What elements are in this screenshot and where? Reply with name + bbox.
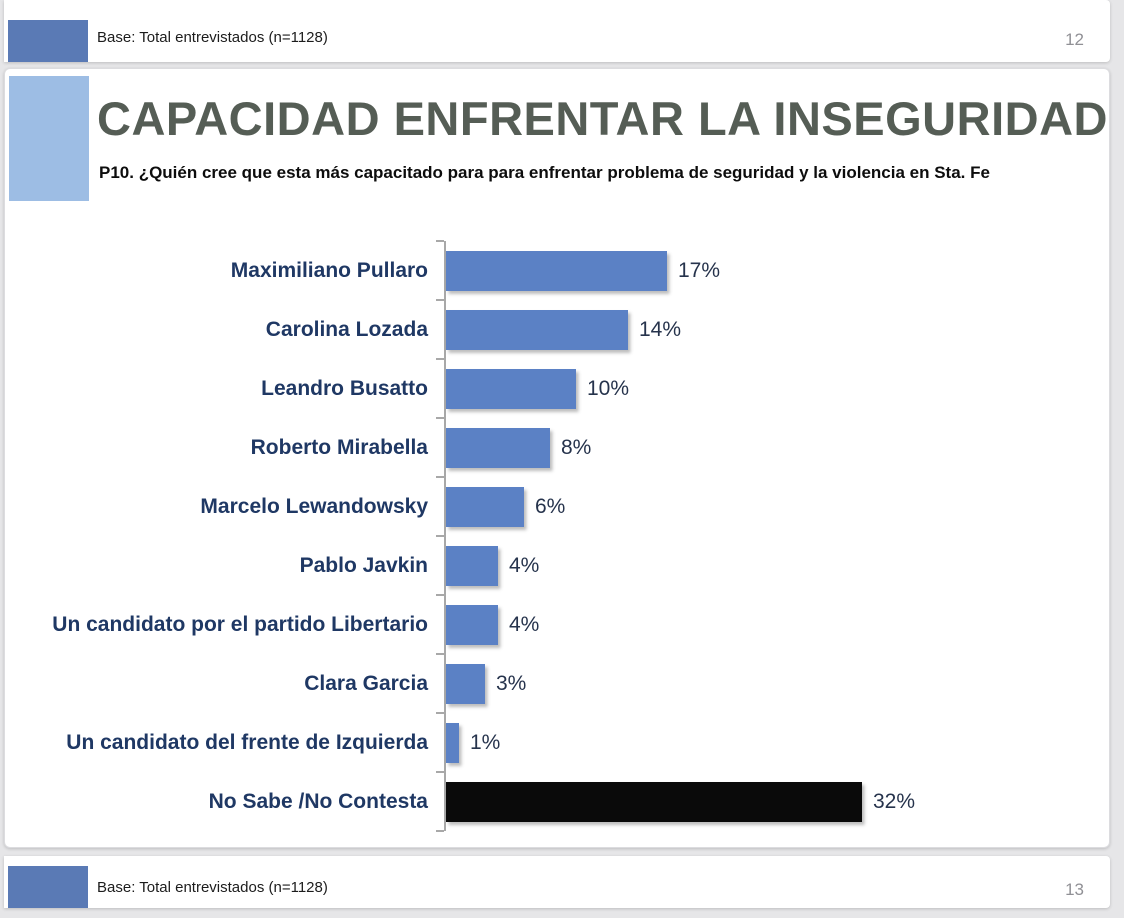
chart-row: Roberto Mirabella 8% — [29, 417, 1089, 477]
top-strip: Base: Total entrevistados (n=1128) 12 — [4, 0, 1110, 62]
bar-area: 6% — [436, 476, 1089, 536]
category-label: Roberto Mirabella — [250, 435, 428, 459]
chart-row: Clara Garcia 3% — [29, 653, 1089, 713]
category-label: Marcelo Lewandowsky — [200, 494, 428, 518]
bar — [446, 250, 667, 291]
slide-title: CAPACIDAD ENFRENTAR LA INSEGURIDAD — [97, 92, 1108, 145]
top-base-label: Base: Total entrevistados (n=1128) — [97, 29, 328, 46]
category-label: No Sabe /No Contesta — [208, 789, 428, 813]
value-label: 4% — [509, 612, 540, 636]
category-label: Un candidato del frente de Izquierda — [66, 730, 428, 754]
bottom-page-number: 13 — [1065, 880, 1084, 899]
category-label: Maximiliano Pullaro — [230, 258, 428, 282]
bar-area: 17% — [436, 240, 1089, 300]
value-label: 6% — [535, 494, 566, 518]
bar — [446, 486, 524, 527]
chart-row: Carolina Lozada 14% — [29, 299, 1089, 359]
slide-blue-rectangle — [9, 76, 89, 201]
bar-area: 14% — [436, 299, 1089, 359]
bar — [446, 781, 862, 822]
bar — [446, 663, 485, 704]
top-strip-blue-rectangle — [8, 20, 88, 62]
value-label: 1% — [470, 730, 501, 754]
value-label: 10% — [587, 376, 630, 400]
bar-area: 4% — [436, 535, 1089, 595]
bar-area: 4% — [436, 594, 1089, 654]
chart-row: No Sabe /No Contesta 32% — [29, 771, 1089, 832]
slide-subtitle: P10. ¿Quién cree que esta más capacitado… — [99, 163, 990, 182]
value-label: 32% — [873, 789, 916, 813]
bottom-strip-blue-rectangle — [8, 866, 88, 908]
bar-area: 3% — [436, 653, 1089, 713]
bottom-strip: Base: Total entrevistados (n=1128) 13 — [4, 856, 1110, 908]
chart-row: Un candidato por el partido Libertario 4% — [29, 594, 1089, 654]
bar — [446, 604, 498, 645]
bar-area: 1% — [436, 712, 1089, 772]
bar-area: 8% — [436, 417, 1089, 477]
bottom-base-label: Base: Total entrevistados (n=1128) — [97, 879, 328, 896]
value-label: 4% — [509, 553, 540, 577]
value-label: 8% — [561, 435, 592, 459]
bar — [446, 368, 576, 409]
bar — [446, 427, 550, 468]
category-label: Carolina Lozada — [265, 317, 428, 341]
category-label: Leandro Busatto — [261, 376, 428, 400]
chart-rows: Maximiliano Pullaro 17% Carolina Lozada 14%… — [29, 240, 1089, 832]
bar-area: 10% — [436, 358, 1089, 418]
value-label: 14% — [639, 317, 682, 341]
bar-area: 32% — [436, 771, 1089, 832]
chart-row: Marcelo Lewandowsky 6% — [29, 476, 1089, 536]
slide-panel: CAPACIDAD ENFRENTAR LA INSEGURIDAD P10. … — [4, 68, 1110, 848]
chart-row: Pablo Javkin 4% — [29, 535, 1089, 595]
category-label: Un candidato por el partido Libertario — [52, 612, 428, 636]
bar — [446, 722, 459, 763]
bar — [446, 545, 498, 586]
value-label: 17% — [678, 258, 721, 282]
bar — [446, 309, 628, 350]
chart-row: Leandro Busatto 10% — [29, 358, 1089, 418]
category-label: Clara Garcia — [304, 671, 428, 695]
chart-row: Maximiliano Pullaro 17% — [29, 240, 1089, 300]
category-label: Pablo Javkin — [299, 553, 428, 577]
top-page-number: 12 — [1065, 30, 1084, 49]
value-label: 3% — [496, 671, 527, 695]
bar-chart: Maximiliano Pullaro 17% Carolina Lozada 14%… — [29, 240, 1089, 832]
chart-row: Un candidato del frente de Izquierda 1% — [29, 712, 1089, 772]
